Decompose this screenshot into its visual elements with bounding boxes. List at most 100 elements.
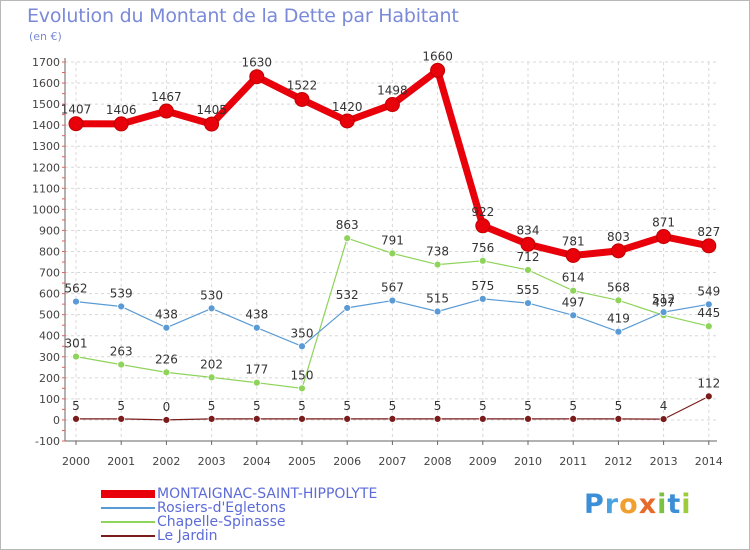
data-label: 1660 [422, 49, 453, 63]
data-point [339, 113, 355, 129]
data-label: 150 [291, 368, 314, 382]
legend-label: MONTAIGNAC-SAINT-HIPPOLYTE [157, 485, 378, 502]
data-label: 567 [381, 281, 404, 295]
data-label: 791 [381, 233, 404, 247]
data-label: 827 [697, 225, 720, 239]
data-point [388, 414, 397, 423]
proxiti-logo: Proxiti [584, 489, 692, 520]
logo-letter: x [638, 489, 658, 520]
data-point [298, 342, 306, 351]
legend-item: MONTAIGNAC-SAINT-HIPPOLYTE [101, 485, 378, 502]
data-point [252, 414, 261, 423]
x-tick-label: 2001 [107, 455, 135, 468]
data-label: 5 [253, 399, 261, 413]
logo-letter: i [657, 489, 668, 520]
data-point [68, 116, 84, 132]
data-point [614, 414, 623, 423]
data-point [565, 248, 581, 264]
y-tick-label: 200 [39, 372, 60, 385]
data-label: 1522 [287, 78, 318, 92]
y-tick-label: 1500 [32, 98, 60, 111]
y-tick-label: 600 [39, 288, 60, 301]
data-point [430, 62, 446, 78]
data-point [614, 296, 623, 305]
x-tick-label: 2005 [288, 455, 316, 468]
data-point [569, 286, 578, 295]
data-point [524, 266, 532, 274]
data-label: 549 [697, 284, 720, 298]
logo-letter: P [584, 489, 605, 520]
data-label: 438 [155, 308, 178, 322]
data-label: 350 [291, 326, 314, 340]
logo-letter: o [619, 489, 639, 520]
legend-label: Chapelle-Spinasse [157, 513, 286, 530]
data-label: 1467 [151, 90, 182, 104]
data-point [343, 414, 352, 423]
data-label: 5 [389, 399, 397, 413]
data-label: 497 [652, 295, 675, 309]
data-label: 555 [517, 283, 540, 297]
x-tick-label: 2009 [469, 455, 497, 468]
data-point [478, 294, 487, 303]
data-point [72, 414, 80, 423]
data-label: 438 [245, 308, 268, 322]
data-label: 539 [110, 286, 133, 300]
legend-swatch [101, 521, 155, 523]
x-tick-label: 2007 [378, 455, 406, 468]
y-tick-label: 1700 [32, 56, 60, 69]
data-point [701, 238, 717, 254]
data-point [610, 243, 626, 259]
legend-swatch [101, 535, 155, 537]
data-point [433, 260, 442, 269]
y-tick-label: 1600 [32, 77, 60, 90]
data-point [204, 116, 220, 132]
data-point [388, 296, 397, 305]
data-label: 1407 [61, 103, 92, 117]
data-label: 4 [660, 399, 668, 413]
data-label: 301 [65, 337, 88, 351]
y-tick-label: 400 [39, 330, 60, 343]
data-point [656, 229, 672, 245]
y-tick-label: 500 [39, 309, 60, 322]
data-point [252, 323, 261, 332]
x-tick-label: 2014 [695, 455, 723, 468]
data-label: 1405 [196, 103, 227, 117]
data-point [117, 414, 126, 423]
data-label: 1630 [242, 56, 273, 70]
data-point [478, 256, 487, 265]
data-label: 863 [336, 218, 359, 232]
data-label: 532 [336, 288, 359, 302]
data-label: 834 [517, 223, 540, 237]
logo-letter: t [667, 489, 682, 520]
data-label: 177 [245, 363, 268, 377]
data-label: 5 [524, 399, 532, 413]
data-point [158, 103, 174, 119]
legend-swatch [101, 490, 155, 498]
data-point [520, 236, 536, 252]
data-label: 515 [426, 292, 449, 306]
data-point [433, 307, 442, 316]
data-label: 512 [652, 292, 675, 306]
data-point [704, 300, 713, 309]
data-point [72, 352, 80, 361]
data-label: 263 [110, 345, 133, 359]
data-label: 5 [72, 399, 80, 413]
x-tick-label: 2002 [152, 455, 180, 468]
data-point [113, 116, 129, 132]
data-label: 5 [434, 399, 442, 413]
data-label: 419 [607, 312, 630, 326]
data-point [388, 249, 397, 258]
data-point [207, 373, 216, 382]
data-point [704, 392, 713, 401]
data-label: 738 [426, 245, 449, 259]
data-point [298, 384, 306, 393]
data-label: 922 [471, 205, 494, 219]
y-tick-label: 1000 [32, 203, 60, 216]
data-label: 530 [200, 288, 223, 302]
legend-item: Rosiers-d'Egletons [101, 500, 377, 515]
x-tick-label: 2011 [559, 455, 587, 468]
logo-letter: i [681, 489, 692, 520]
data-label: 1498 [377, 84, 408, 98]
data-label: 568 [607, 280, 630, 294]
